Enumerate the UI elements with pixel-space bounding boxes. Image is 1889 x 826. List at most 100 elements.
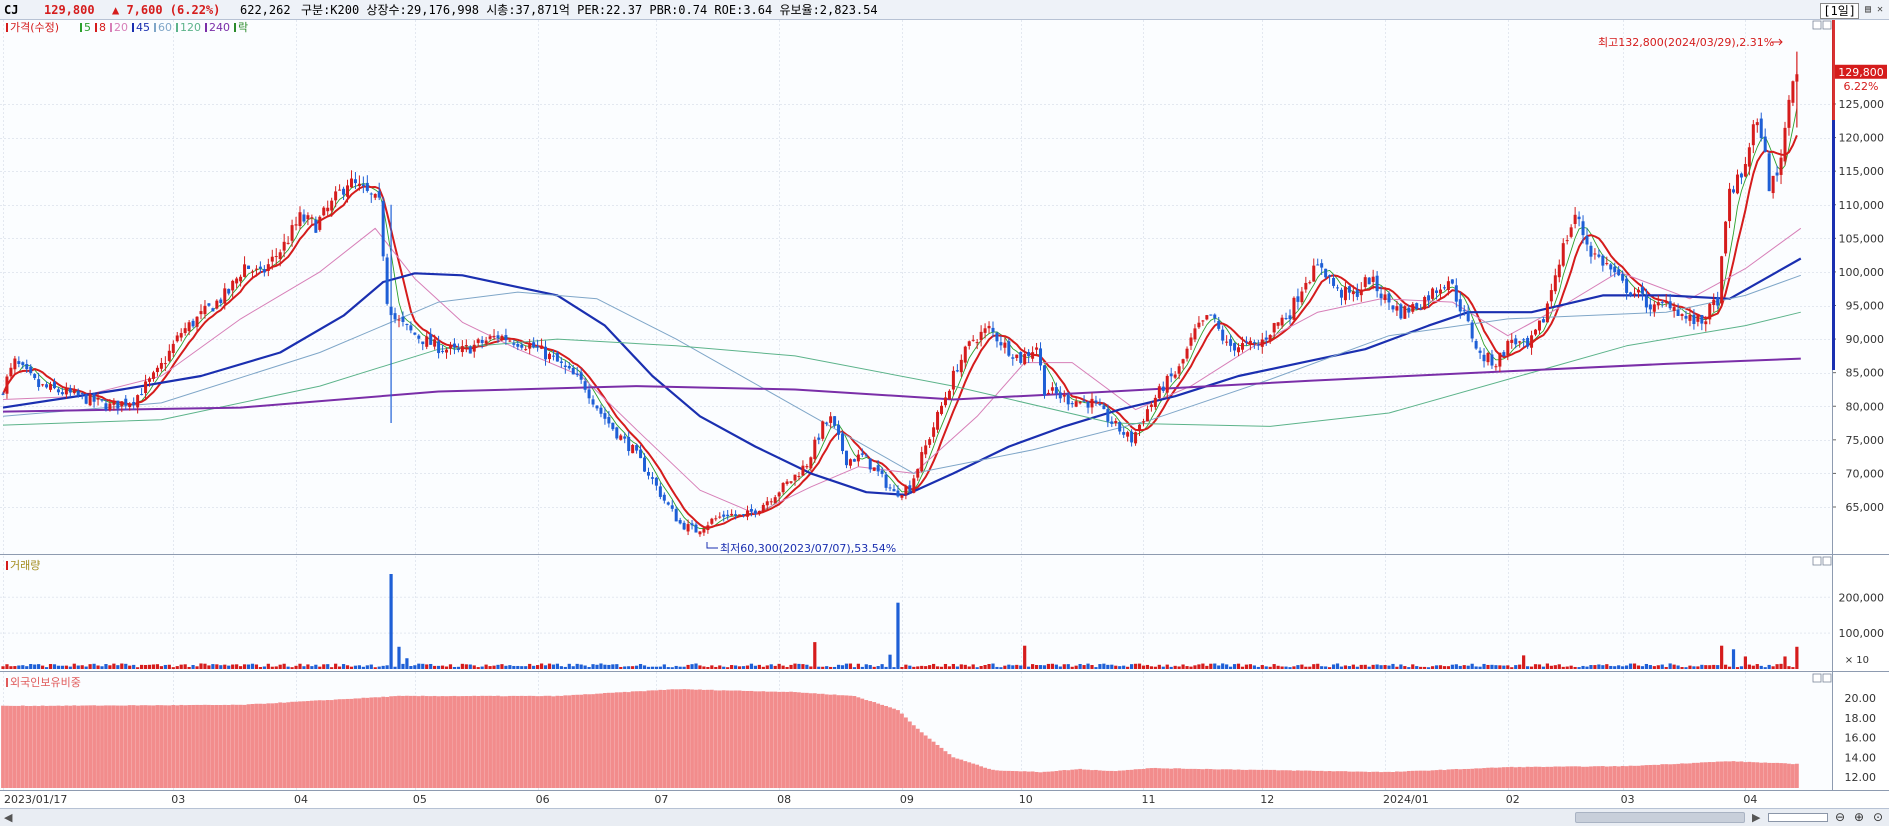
zoom-slider[interactable]: [1768, 813, 1828, 822]
foreign-legend[interactable]: 외국인보유비중: [6, 676, 81, 689]
legend-swatch: [205, 23, 207, 32]
foreign-bar: [191, 704, 195, 788]
foreign-bar: [563, 695, 568, 788]
foreign-bar: [155, 705, 160, 788]
volume-bar: [623, 666, 627, 669]
foreign-bar: [705, 689, 710, 788]
volume-bar: [1351, 664, 1355, 669]
volume-bar: [199, 663, 203, 669]
volume-legend[interactable]: 거래량: [6, 559, 40, 572]
scroll-right-icon[interactable]: ▶: [1752, 811, 1761, 824]
foreign-bar: [1791, 764, 1795, 788]
foreign-bar: [1426, 770, 1431, 788]
foreign-bar: [983, 767, 987, 788]
period-selector[interactable]: [1일]: [1820, 3, 1859, 19]
volume-bar: [405, 658, 409, 669]
candle-body: [694, 524, 698, 533]
volume-bar: [769, 664, 773, 669]
zoom-reset-icon[interactable]: ⊙: [1872, 810, 1884, 824]
window-controls[interactable]: ▤ ✕: [1864, 4, 1883, 15]
foreign-bar: [1371, 771, 1376, 788]
foreign-bar: [1216, 769, 1221, 788]
volume-bar: [1537, 664, 1542, 669]
volume-bar: [1031, 664, 1035, 669]
price-legend[interactable]: 가격(수정) 5 8 20 45 60 120 240 락: [6, 21, 248, 34]
candle-body: [943, 397, 947, 406]
ticker-name[interactable]: CJ: [4, 3, 19, 17]
foreign-bar: [1604, 766, 1609, 788]
foreign-bar: [80, 705, 85, 788]
candle-body: [1442, 287, 1446, 289]
x-tick-label: 04: [294, 793, 308, 806]
zoom-out-icon[interactable]: ⊖: [1834, 810, 1846, 824]
candle-body: [88, 394, 92, 406]
candle-body: [1743, 164, 1747, 177]
foreign-bar: [1438, 769, 1443, 788]
candle-body: [1161, 386, 1165, 391]
foreign-bar: [179, 704, 184, 788]
volume-bar: [120, 663, 124, 669]
volume-bar: [1189, 666, 1193, 669]
foreign-bar: [405, 695, 409, 788]
horizontal-scrollbar[interactable]: ◀ ▶ ⊖ ⊕ ⊙: [0, 808, 1889, 826]
volume-bar: [1632, 663, 1637, 669]
volume-bar: [322, 664, 326, 669]
foreign-bar: [1513, 767, 1518, 788]
candle-body: [979, 331, 983, 341]
volume-bar: [1569, 665, 1573, 669]
candle-body: [769, 501, 773, 503]
volume-bar: [1256, 666, 1260, 669]
candle-body: [1054, 387, 1058, 394]
volume-bar: [96, 665, 100, 669]
candle-body: [140, 394, 144, 396]
candle-body: [1613, 266, 1617, 273]
candle-body: [1446, 281, 1450, 291]
volume-bar: [270, 666, 274, 669]
x-tick-label: 03: [1621, 793, 1635, 806]
foreign-bar: [1509, 766, 1514, 788]
foreign-bar: [151, 705, 156, 788]
candle-body: [1783, 127, 1787, 162]
foreign-bar: [1204, 768, 1209, 788]
candle-body: [825, 422, 829, 424]
foreign-bar: [76, 705, 81, 788]
chart-canvas[interactable]: 65,000 70,000 75,000 80,000 85,000 90,000 95,0…: [0, 20, 1889, 808]
volume-bar: [25, 666, 29, 669]
price-change: ▲ 7,600 (6.22%): [112, 3, 221, 17]
foreign-bar: [1719, 761, 1724, 788]
volume-bar: [456, 666, 460, 669]
zoom-in-icon[interactable]: ⊕: [1853, 810, 1865, 824]
candle-body: [1209, 314, 1213, 316]
candle-body: [662, 494, 666, 501]
scroll-left-icon[interactable]: ◀: [4, 811, 13, 824]
candle-body: [876, 465, 880, 472]
volume-bar: [1359, 664, 1363, 669]
candle-body: [492, 335, 496, 337]
volume-bar: [852, 667, 856, 669]
candle-body: [330, 200, 334, 211]
candle-body: [1577, 216, 1581, 220]
foreign-bar: [290, 701, 294, 788]
candle-body: [120, 401, 124, 407]
panel-controls-price[interactable]: [1812, 20, 1832, 30]
panel-controls-foreign[interactable]: [1812, 673, 1832, 683]
candle-body: [536, 346, 540, 348]
volume-bar: [235, 664, 239, 669]
foreign-bar: [1022, 771, 1027, 788]
candle-body: [1383, 294, 1387, 301]
foreign-bar: [824, 694, 829, 788]
volume-bar: [440, 665, 445, 669]
volume-bar: [872, 666, 876, 669]
candle-body: [1019, 351, 1023, 363]
volume-bar: [1628, 663, 1633, 669]
candle-body: [1371, 276, 1375, 282]
panel-controls-volume[interactable]: [1812, 556, 1832, 566]
volume-bar: [551, 664, 556, 669]
volume-bar: [171, 667, 175, 669]
candle-body: [1292, 297, 1296, 320]
foreign-bar: [630, 691, 635, 788]
scroll-thumb[interactable]: [1575, 812, 1745, 823]
candle-body: [686, 524, 690, 532]
foreign-bar: [329, 700, 334, 788]
foreign-bar: [1585, 766, 1589, 788]
